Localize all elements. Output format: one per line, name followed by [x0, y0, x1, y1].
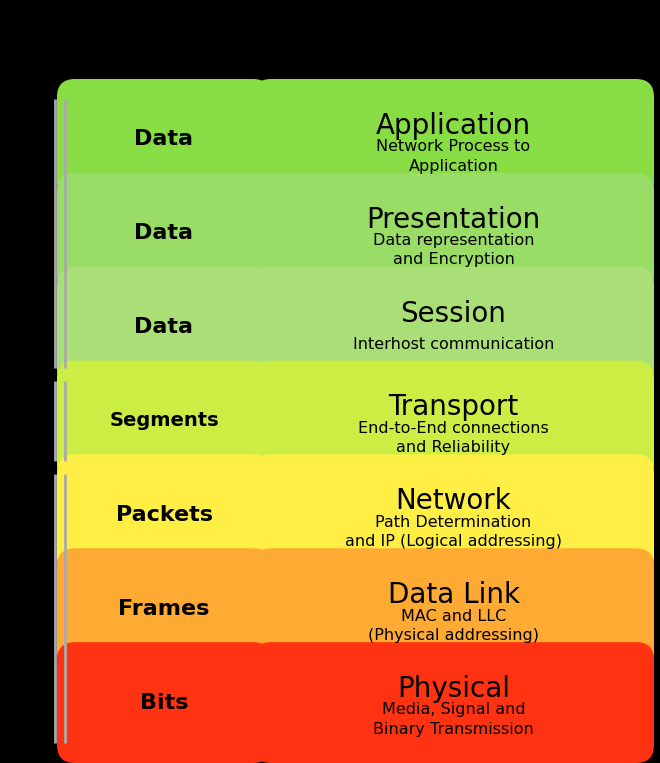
FancyBboxPatch shape	[253, 173, 654, 294]
Text: Data Link: Data Link	[387, 581, 519, 609]
Text: Segments: Segments	[109, 411, 219, 430]
FancyBboxPatch shape	[253, 455, 654, 575]
Text: Session: Session	[401, 300, 506, 327]
Text: Frames: Frames	[118, 599, 210, 619]
Text: Data representation
and Encryption: Data representation and Encryption	[373, 233, 534, 267]
Text: Media, Signal and
Binary Transmission: Media, Signal and Binary Transmission	[373, 703, 534, 736]
Text: Network Process to
Application: Network Process to Application	[376, 140, 531, 173]
Text: Presentation: Presentation	[366, 206, 541, 233]
FancyBboxPatch shape	[253, 642, 654, 763]
FancyBboxPatch shape	[253, 267, 654, 388]
Text: Packets: Packets	[115, 505, 213, 525]
Text: Path Determination
and IP (Logical addressing): Path Determination and IP (Logical addre…	[345, 515, 562, 549]
Text: Data: Data	[135, 130, 193, 150]
Text: Transport: Transport	[388, 394, 519, 421]
FancyBboxPatch shape	[57, 79, 271, 200]
FancyBboxPatch shape	[57, 173, 271, 294]
Text: Application: Application	[376, 112, 531, 140]
Text: Interhost communication: Interhost communication	[353, 336, 554, 352]
Text: Data: Data	[135, 224, 193, 243]
FancyBboxPatch shape	[253, 549, 654, 669]
FancyBboxPatch shape	[57, 267, 271, 388]
Text: Bits: Bits	[140, 693, 188, 713]
FancyBboxPatch shape	[57, 455, 271, 575]
FancyBboxPatch shape	[57, 642, 271, 763]
FancyBboxPatch shape	[57, 361, 271, 481]
FancyBboxPatch shape	[57, 549, 271, 669]
FancyBboxPatch shape	[253, 79, 654, 200]
Text: Data: Data	[135, 317, 193, 337]
Text: Physical: Physical	[397, 675, 510, 703]
Text: MAC and LLC
(Physical addressing): MAC and LLC (Physical addressing)	[368, 609, 539, 642]
FancyBboxPatch shape	[253, 361, 654, 481]
Text: Network: Network	[395, 488, 512, 515]
Text: End-to-End connections
and Reliability: End-to-End connections and Reliability	[358, 421, 549, 455]
